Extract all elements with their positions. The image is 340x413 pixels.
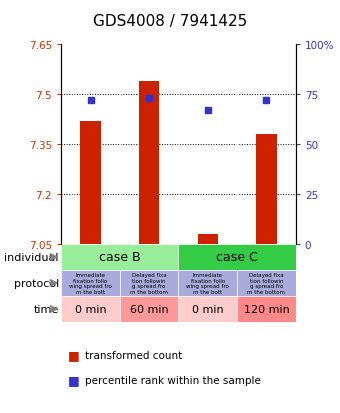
Bar bbox=[178, 270, 237, 296]
Bar bbox=[61, 244, 178, 270]
Text: time: time bbox=[34, 304, 59, 314]
Text: individual: individual bbox=[4, 252, 59, 262]
Bar bbox=[120, 270, 178, 296]
Bar bbox=[237, 270, 296, 296]
Text: transformed count: transformed count bbox=[85, 350, 182, 360]
Text: case B: case B bbox=[99, 251, 141, 264]
Bar bbox=[178, 244, 296, 270]
Bar bbox=[61, 296, 120, 322]
Text: percentile rank within the sample: percentile rank within the sample bbox=[85, 375, 261, 385]
Text: Immediate
fixation follo
wing spread fro
m the bott: Immediate fixation follo wing spread fro… bbox=[69, 272, 112, 294]
Text: protocol: protocol bbox=[14, 278, 59, 288]
Bar bbox=[61, 270, 120, 296]
Text: case C: case C bbox=[216, 251, 258, 264]
Text: 60 min: 60 min bbox=[130, 304, 169, 314]
Bar bbox=[120, 296, 178, 322]
Text: 0 min: 0 min bbox=[192, 304, 224, 314]
Bar bbox=[256, 135, 277, 244]
Text: Delayed fixa
tion followin
g spread fro
m the bottom: Delayed fixa tion followin g spread fro … bbox=[130, 272, 168, 294]
Text: ■: ■ bbox=[68, 349, 80, 362]
Text: ■: ■ bbox=[68, 373, 80, 387]
Bar bbox=[178, 296, 237, 322]
Text: 120 min: 120 min bbox=[243, 304, 289, 314]
Bar bbox=[139, 81, 159, 244]
Text: 0 min: 0 min bbox=[75, 304, 106, 314]
Bar bbox=[80, 121, 101, 244]
Text: GDS4008 / 7941425: GDS4008 / 7941425 bbox=[93, 14, 247, 29]
Bar bbox=[198, 234, 218, 244]
Text: Delayed fixa
tion followin
g spread fro
m the bottom: Delayed fixa tion followin g spread fro … bbox=[248, 272, 286, 294]
Bar bbox=[237, 296, 296, 322]
Text: Immediate
fixation follo
wing spread fro
m the bott: Immediate fixation follo wing spread fro… bbox=[186, 272, 229, 294]
